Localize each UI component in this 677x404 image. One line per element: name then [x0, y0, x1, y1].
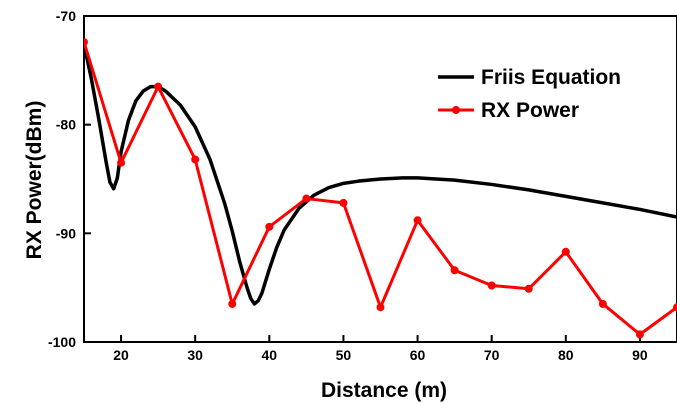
y-axis-title: RX Power(dBm)	[23, 101, 46, 260]
legend: Friis Equation RX Power	[438, 66, 621, 122]
axis-ticks	[84, 15, 641, 343]
x-tick-label: 90	[632, 347, 648, 363]
data-point-rx-power	[450, 266, 459, 275]
data-point-rx-power	[487, 281, 496, 290]
x-tick-label: 50	[336, 347, 352, 363]
legend-label-rx-power: RX Power	[481, 99, 579, 122]
plot-frame	[83, 15, 677, 343]
data-point-rx-power	[228, 299, 237, 308]
legend-label-friis: Friis Equation	[481, 66, 621, 89]
y-tick-label: -90	[56, 225, 76, 241]
data-point-rx-power	[339, 198, 348, 207]
y-tick-label: -80	[56, 117, 76, 133]
data-point-rx-power	[117, 158, 126, 167]
x-tick-label: 20	[113, 347, 129, 363]
x-axis-title: Distance (m)	[321, 379, 447, 402]
data-point-rx-power	[635, 330, 644, 339]
data-point-rx-power	[524, 284, 533, 293]
x-tick-label: 80	[558, 347, 574, 363]
data-point-rx-power	[265, 222, 274, 231]
legend-marker-rx-power	[452, 106, 460, 114]
data-point-rx-power	[154, 82, 163, 91]
data-point-rx-power	[598, 299, 607, 308]
data-point-rx-power	[84, 38, 88, 47]
data-point-rx-power	[302, 194, 311, 203]
x-tick-label: 40	[262, 347, 278, 363]
x-tick-label: 60	[410, 347, 426, 363]
plot-series	[84, 38, 677, 339]
x-tick-label: 70	[484, 347, 500, 363]
data-point-rx-power	[376, 303, 385, 312]
tick-labels: 20 30 40 50 60 70 80 90 -100 -90 -80 -70	[48, 8, 648, 363]
y-tick-label: -70	[56, 8, 76, 24]
data-point-rx-power	[191, 155, 200, 164]
x-tick-label: 30	[187, 347, 203, 363]
data-point-rx-power	[673, 303, 677, 312]
data-point-rx-power	[413, 216, 422, 225]
y-tick-label: -100	[48, 334, 76, 350]
data-point-rx-power	[561, 247, 570, 256]
series-line-friis-equation	[84, 42, 677, 306]
